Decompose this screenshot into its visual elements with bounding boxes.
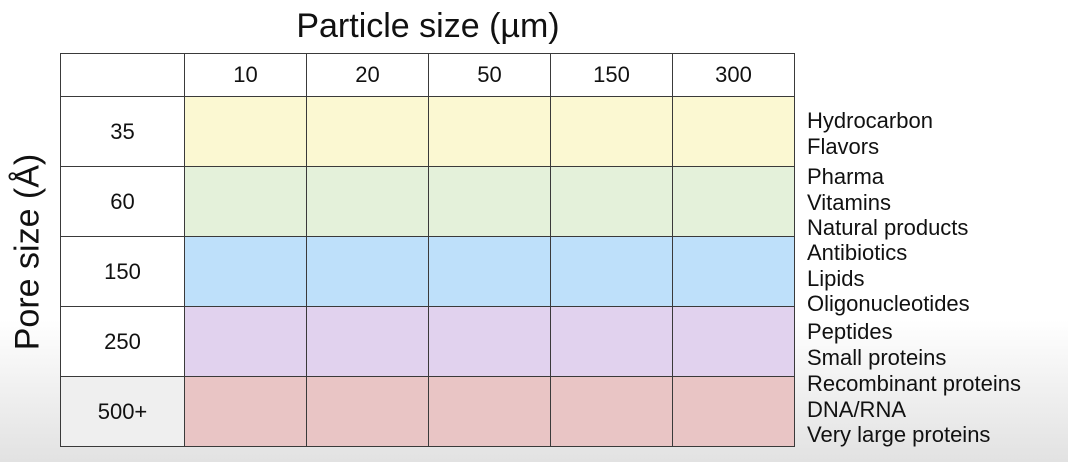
grid-cell xyxy=(306,236,429,307)
grid-cell xyxy=(672,236,795,307)
particle-size-header: 10 xyxy=(184,53,307,97)
grid-cell xyxy=(184,376,307,447)
pore-row: 500+ xyxy=(60,376,795,447)
grid-cell xyxy=(550,96,673,167)
particle-size-title: Particle size (µm) xyxy=(296,7,560,45)
particle-size-header: 300 xyxy=(672,53,795,97)
application-label: DNA/RNA xyxy=(807,396,907,422)
pore-row: 150 xyxy=(60,236,795,307)
application-label: Peptides xyxy=(807,319,893,344)
grid-cell xyxy=(428,236,551,307)
application-label: Pharma xyxy=(807,164,885,189)
grid-cell xyxy=(672,166,795,237)
application-label: Oligonucleotides xyxy=(807,291,970,316)
application-list: Hydrocarbon Flavors xyxy=(807,108,933,159)
application-list: Pharma Vitamins Natural products xyxy=(807,164,968,241)
grid-cell xyxy=(184,236,307,307)
grid-cell xyxy=(550,306,673,377)
application-label: Very large proteins xyxy=(807,422,991,447)
grid-cell xyxy=(428,166,551,237)
grid-cell xyxy=(306,96,429,167)
grid-cell xyxy=(672,306,795,377)
application-list: Antibiotics Lipids Oligonucleotides xyxy=(807,240,970,317)
pore-size-header: 35 xyxy=(60,96,185,167)
grid-cell xyxy=(306,376,429,447)
grid-cell xyxy=(672,376,795,447)
grid-cell xyxy=(550,376,673,447)
application-label: Antibiotics xyxy=(807,240,908,265)
grid-cell xyxy=(428,306,551,377)
application-label: Natural products xyxy=(807,215,969,240)
grid-cell xyxy=(184,166,307,237)
application-label: Small proteins xyxy=(807,344,947,370)
pore-size-header: 150 xyxy=(60,236,185,307)
application-label: Lipids xyxy=(807,265,865,291)
pore-size-header: 60 xyxy=(60,166,185,237)
grid-cell xyxy=(306,306,429,377)
particle-size-header: 20 xyxy=(306,53,429,97)
pore-size-header: 250 xyxy=(60,306,185,377)
application-label: Hydrocarbon xyxy=(807,108,933,133)
pore-size-header: 500+ xyxy=(60,376,185,447)
particle-size-header: 50 xyxy=(428,53,551,97)
header-row: 10 20 50 150 300 xyxy=(60,53,795,97)
application-label: Vitamins xyxy=(807,189,891,215)
application-label: Flavors xyxy=(807,133,880,159)
pore-row: 35 xyxy=(60,96,795,167)
application-list: Peptides Small proteins xyxy=(807,319,946,370)
application-label: Recombinant proteins xyxy=(807,371,1022,396)
pore-row: 60 xyxy=(60,166,795,237)
grid-cell xyxy=(184,96,307,167)
grid-cell xyxy=(550,236,673,307)
grid-cell xyxy=(428,96,551,167)
pore-row: 250 xyxy=(60,306,795,377)
grid-cell xyxy=(306,166,429,237)
grid-cell xyxy=(428,376,551,447)
grid-cell xyxy=(672,96,795,167)
pore-size-axis-label: Pore size (Å) xyxy=(8,153,47,351)
pore-particle-grid: 10 20 50 150 300 35 60 150 250 500 xyxy=(60,53,795,447)
corner-cell xyxy=(60,53,185,97)
grid-cell xyxy=(184,306,307,377)
grid-cell xyxy=(550,166,673,237)
application-list: Recombinant proteins DNA/RNA Very large … xyxy=(807,371,1021,448)
particle-size-header: 150 xyxy=(550,53,673,97)
